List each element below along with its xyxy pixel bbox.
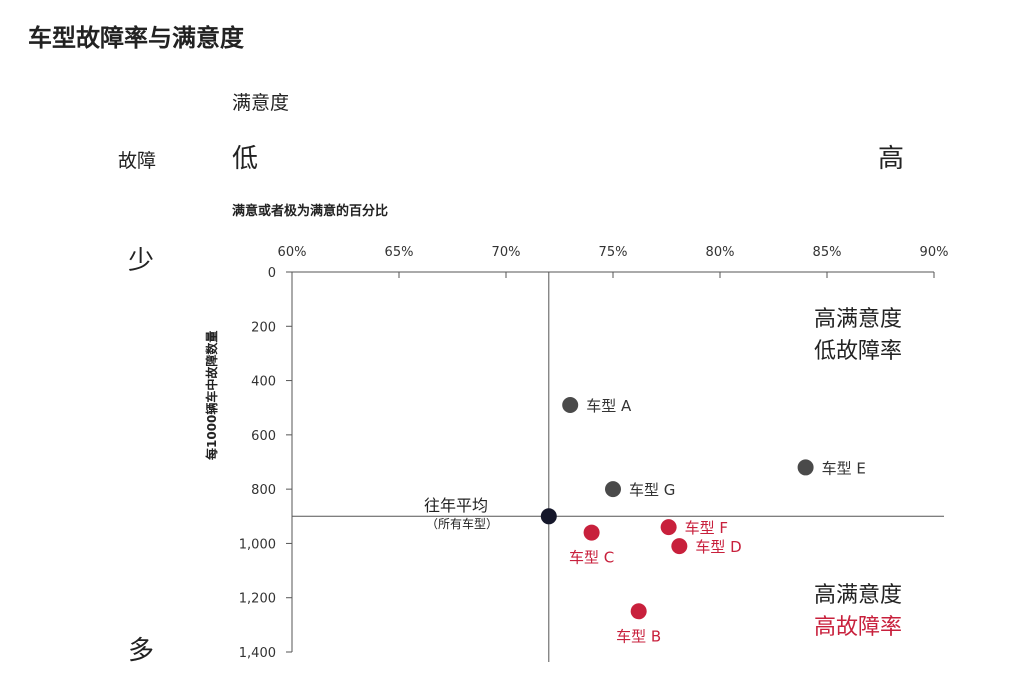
quadrant-top-line1: 高满意度 xyxy=(814,307,903,332)
quadrant-top-line2: 低故障率 xyxy=(814,339,903,364)
data-point xyxy=(660,519,677,536)
data-point-label: 车型 G xyxy=(629,481,675,499)
quadrant-bottom-line1: 高满意度 xyxy=(814,583,903,608)
x-tick-label: 60% xyxy=(278,245,307,260)
data-point xyxy=(797,459,814,476)
y-tick-label: 600 xyxy=(251,429,276,444)
x-tick-label: 75% xyxy=(599,245,628,260)
data-point-label: 车型 D xyxy=(695,538,741,556)
failure-header: 故障 xyxy=(118,150,157,172)
x-tick-label: 80% xyxy=(706,245,735,260)
y-tick-label: 400 xyxy=(251,375,276,390)
data-point-label: 车型 E xyxy=(822,459,866,477)
average-sublabel: （所有车型） xyxy=(426,517,499,531)
data-point xyxy=(671,538,688,555)
x-tick-label: 70% xyxy=(492,245,521,260)
data-point xyxy=(630,603,647,620)
data-point xyxy=(583,524,600,541)
few-failures-label: 少 xyxy=(128,246,155,276)
quadrant-top-label: 高满意度 低故障率 xyxy=(814,304,902,368)
x-tick-label: 85% xyxy=(813,245,842,260)
many-failures-label: 多 xyxy=(128,636,155,666)
low-satisfaction-label: 低 xyxy=(232,144,259,174)
high-satisfaction-label: 高 xyxy=(878,144,905,174)
data-point-label: 车型 C xyxy=(569,549,614,567)
x-tick-label: 65% xyxy=(385,245,414,260)
y-tick-label: 1,000 xyxy=(239,537,276,552)
data-point xyxy=(562,397,579,413)
y-tick-label: 200 xyxy=(251,320,276,335)
y-tick-label: 800 xyxy=(251,483,276,498)
data-point xyxy=(605,481,621,498)
quadrant-bottom-line2: 高故障率 xyxy=(814,615,903,640)
y-tick-label: 1,200 xyxy=(239,592,276,607)
average-label: 往年平均 xyxy=(424,496,489,515)
y-tick-label: 1,400 xyxy=(239,646,276,661)
data-point-label: 车型 F xyxy=(685,519,728,537)
data-point-label: 车型 B xyxy=(616,627,661,645)
y-tick-label: 0 xyxy=(268,266,276,281)
x-axis-label: 满意或者极为满意的百分比 xyxy=(232,204,389,219)
chart-title: 车型故障率与满意度 xyxy=(28,24,244,52)
x-tick-label: 90% xyxy=(920,245,949,260)
data-point-label: 车型 A xyxy=(586,397,632,415)
average-point xyxy=(540,508,557,525)
satisfaction-header: 满意度 xyxy=(232,92,290,114)
quadrant-bottom-label: 高满意度 高故障率 xyxy=(814,580,902,644)
